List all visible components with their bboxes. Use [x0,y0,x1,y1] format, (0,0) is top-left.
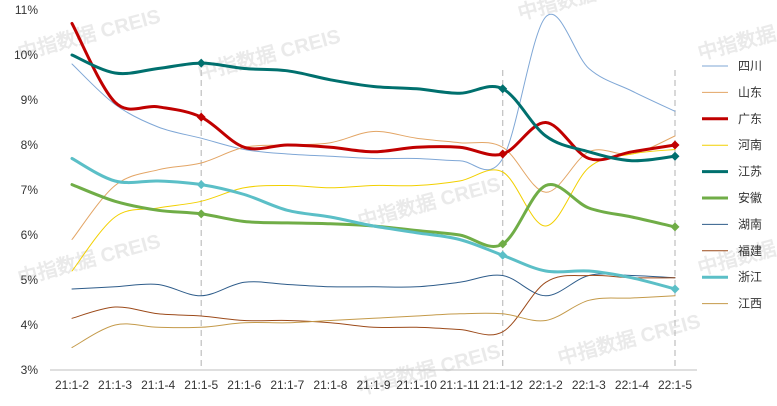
legend-label-5: 安徽 [738,190,762,205]
series-marker-5 [196,209,206,219]
series-line-4 [70,53,677,163]
y-tick-label: 3% [21,363,39,377]
watermark-text: 中指数据 CREIS [515,0,663,25]
series-marker-8 [670,284,680,294]
series-line-0 [71,13,676,171]
x-tick-label: 21:1-3 [98,378,132,392]
x-tick-label: 21:1-11 [440,378,480,392]
watermark-text: 中指数据 CREIS [695,219,777,280]
legend-label-4: 江苏 [738,165,762,179]
x-tick-label: 21:1-10 [396,378,437,392]
y-tick-label: 7% [21,183,39,197]
legend-label-1: 山东 [738,85,762,99]
x-tick-label: 21:1-12 [482,378,523,392]
x-tick-label: 21:1-5 [184,378,218,392]
watermark-text: 中指数据 CREIS [355,172,503,233]
y-tick-label: 4% [21,318,39,332]
y-tick-label: 8% [21,138,39,152]
watermark-layer: 中指数据 CREIS 中指数据 CREIS 中指数据 CREIS 中指数据 CREIS… [15,0,777,400]
watermark-text: 中指数据 CREIS [555,309,703,370]
y-tick-label: 5% [21,273,39,287]
series-line-7 [71,274,676,336]
series-marker-2 [196,112,206,122]
x-tick-label: 22:1-4 [615,378,649,392]
y-tick-label: 9% [21,93,39,107]
series-line-8 [70,157,677,291]
y-tick-label: 6% [21,228,39,242]
series-marker-4 [196,58,206,68]
x-tick-label: 21:1-2 [55,378,89,392]
x-tick-label: 21:1-7 [270,378,304,392]
x-tick-label: 21:1-4 [141,378,175,392]
series-line-1 [71,130,676,240]
y-tick-label: 11% [15,3,38,17]
series-line-6 [71,273,676,297]
x-tick-label: 22:1-5 [658,378,692,392]
series-marker-4 [498,84,508,94]
legend-label-0: 四川 [738,59,762,73]
series-marker-8 [498,250,508,260]
legend-label-6: 湖南 [738,216,762,231]
series-marker-4 [670,151,680,161]
x-tick-label: 21:1-9 [356,378,390,392]
series-marker-5 [670,222,680,232]
watermark-text: 中指数据 CREIS [195,24,343,85]
series-marker-8 [196,180,206,190]
series-marker-2 [670,140,680,150]
watermark-text: 中指数据 CREIS [695,4,777,65]
series-line-2 [70,22,677,162]
y-tick-label: 10% [14,48,38,62]
series-marker-2 [498,149,508,159]
legend-label-9: 江西 [738,297,762,311]
x-tick-label: 22:1-2 [529,378,563,392]
series-line-3 [71,149,676,272]
legend-label-2: 广东 [738,112,762,126]
x-tick-label: 21:1-8 [313,378,347,392]
series-marker-5 [498,239,508,249]
x-tick-label: 21:1-6 [227,378,261,392]
legend-label-3: 河南 [738,137,762,152]
series-line-9 [71,295,676,348]
legend-label-7: 福建 [738,243,762,258]
legend-label-8: 浙江 [738,270,762,284]
x-tick-label: 22:1-3 [572,378,606,392]
